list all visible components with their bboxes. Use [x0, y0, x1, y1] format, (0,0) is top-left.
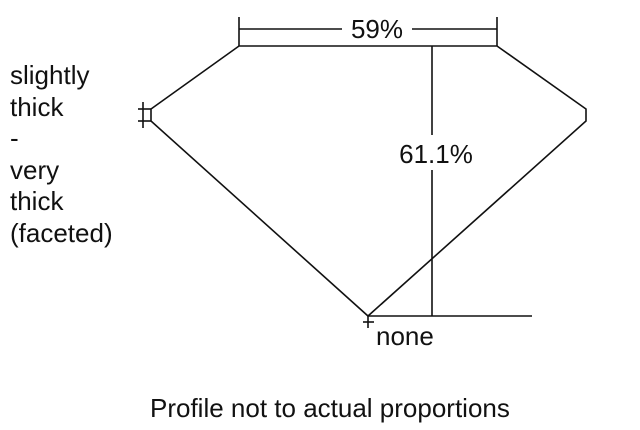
table-percent-label: 59% [351, 14, 403, 44]
girdle-label-line: thick [10, 91, 64, 122]
girdle-label-line: very [10, 154, 60, 185]
caption: Profile not to actual proportions [150, 393, 510, 423]
girdle-label-line: - [10, 123, 19, 153]
gem-outline [150, 45, 587, 318]
depth-percent-label: 61.1% [399, 139, 473, 169]
girdle-label-line: thick [10, 186, 64, 216]
culet-label: none [376, 321, 434, 351]
girdle-label-line: slightly [10, 60, 90, 90]
girdle-label-line: (faceted) [10, 217, 113, 248]
girdle-label: slightly thick - very thick (faceted) [10, 60, 113, 249]
